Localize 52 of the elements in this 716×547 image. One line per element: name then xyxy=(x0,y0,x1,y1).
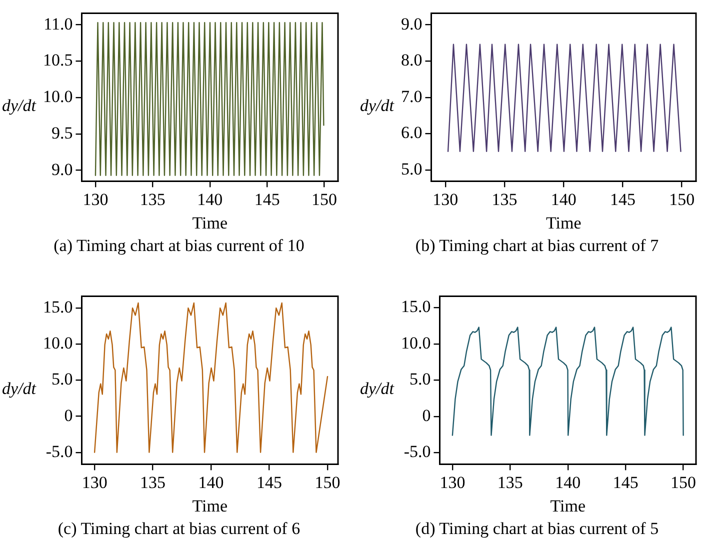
x-tick-label: 150 xyxy=(670,472,696,492)
y-tick-label: 7.0 xyxy=(401,86,422,106)
x-tick-label: 140 xyxy=(197,190,223,209)
y-axis-title: dy/dt xyxy=(360,379,394,399)
x-tick-label: 145 xyxy=(612,472,638,492)
y-tick-label: 5.0 xyxy=(401,159,422,178)
x-axis-title: Time xyxy=(550,496,586,516)
x-axis-title: Time xyxy=(546,213,582,232)
x-tick-label: 135 xyxy=(140,472,166,492)
y-tick-label: -5.0 xyxy=(404,442,431,462)
x-tick-label: 140 xyxy=(198,472,224,492)
x-tick-label: 135 xyxy=(492,190,518,209)
x-tick-label: 150 xyxy=(312,190,338,209)
x-tick-label: 140 xyxy=(550,190,576,209)
y-tick-label: 5.0 xyxy=(52,370,73,389)
text: (c) Timing chart at bias current of 6 xyxy=(56,519,302,539)
x-tick-label: 145 xyxy=(256,472,282,492)
y-tick-label: 9.0 xyxy=(52,160,73,179)
x-axis-title: Time xyxy=(192,213,228,232)
y-tick-label: 9.0 xyxy=(401,14,422,34)
x-tick-label: 140 xyxy=(555,472,581,492)
y-tick-label: 5.0 xyxy=(410,370,431,389)
x-tick-label: 150 xyxy=(669,190,695,209)
y-tick-label: 0 xyxy=(422,406,431,425)
y-axis-title: dy/dt xyxy=(2,379,36,399)
text: (d) Timing chart at bias current of 5 xyxy=(414,519,660,539)
x-tick-label: 130 xyxy=(82,190,108,209)
y-tick-label: 9.5 xyxy=(52,123,73,142)
y-tick-label: 6.0 xyxy=(401,123,422,142)
y-tick-label: 15.0 xyxy=(43,298,73,317)
x-axis-title: Time xyxy=(192,496,228,516)
y-axis-title: dy/dt xyxy=(2,96,36,116)
y-tick-label: 0 xyxy=(64,406,73,425)
y-tick-label: 10.0 xyxy=(43,87,73,106)
y-tick-label: 10.0 xyxy=(43,334,73,353)
text: (a) Timing chart at bias current of 10 xyxy=(52,236,306,256)
y-tick-label: 10.0 xyxy=(401,333,431,352)
x-tick-label: 135 xyxy=(497,472,523,492)
x-tick-label: 150 xyxy=(314,472,340,492)
x-tick-label: 145 xyxy=(254,190,280,209)
y-tick-label: 15.0 xyxy=(401,297,431,316)
y-tick-label: 10.5 xyxy=(43,50,73,70)
y-tick-label: 8.0 xyxy=(401,50,422,70)
y-axis-title: dy/dt xyxy=(360,96,394,116)
text: (b) Timing chart at bias current of 7 xyxy=(414,236,660,256)
y-tick-label: -5.0 xyxy=(46,442,73,461)
x-tick-label: 135 xyxy=(140,190,166,209)
x-tick-label: 145 xyxy=(610,190,636,209)
x-tick-label: 130 xyxy=(82,472,108,492)
x-tick-label: 130 xyxy=(432,190,458,209)
y-tick-label: 11.0 xyxy=(44,14,73,34)
x-tick-label: 130 xyxy=(440,472,466,492)
